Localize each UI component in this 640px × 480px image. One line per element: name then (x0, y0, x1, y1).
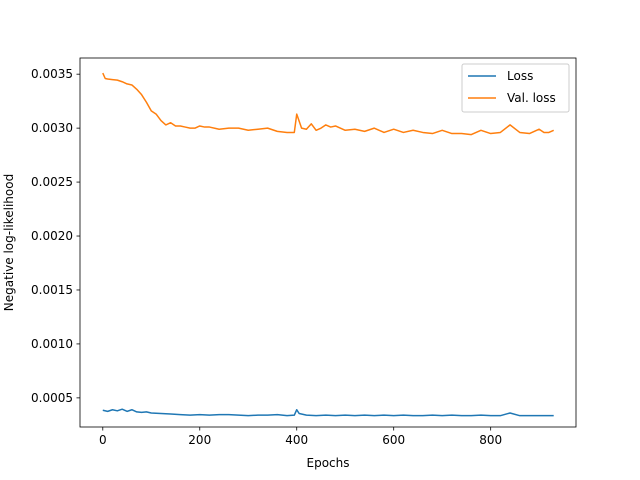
y-tick-label: 0.0030 (31, 121, 73, 135)
y-axis-ticks: 0.0005 0.0010 0.0015 0.0020 0.0025 0.0030 0.00… (31, 67, 80, 405)
y-tick-label: 0.0035 (31, 67, 73, 81)
y-tick-label: 0.0025 (31, 175, 73, 189)
x-tick-label: 600 (382, 433, 405, 447)
x-tick-label: 0 (99, 433, 107, 447)
series-line-0 (102, 408, 554, 417)
series-line-1 (102, 72, 555, 136)
plot-background (80, 58, 576, 427)
x-tick-label: 200 (188, 433, 211, 447)
plot-area (80, 58, 576, 427)
legend-label-1: Val. loss (507, 91, 556, 105)
y-axis-label: Negative log-likelihood (2, 174, 16, 311)
plot-frame (79, 57, 577, 428)
y-tick-label: 0.0020 (31, 229, 73, 243)
series-lines (102, 72, 555, 417)
legend: Loss Val. loss (461, 63, 570, 113)
x-tick-label: 800 (479, 433, 502, 447)
y-tick-label: 0.0015 (31, 283, 73, 297)
legend-label-0: Loss (507, 69, 533, 83)
x-axis-label: Epochs (307, 456, 350, 470)
y-tick-label: 0.0005 (31, 391, 73, 405)
y-tick-label: 0.0010 (31, 337, 73, 351)
x-tick-label: 400 (285, 433, 308, 447)
x-axis-ticks: 0 200 400 600 800 (99, 427, 502, 447)
